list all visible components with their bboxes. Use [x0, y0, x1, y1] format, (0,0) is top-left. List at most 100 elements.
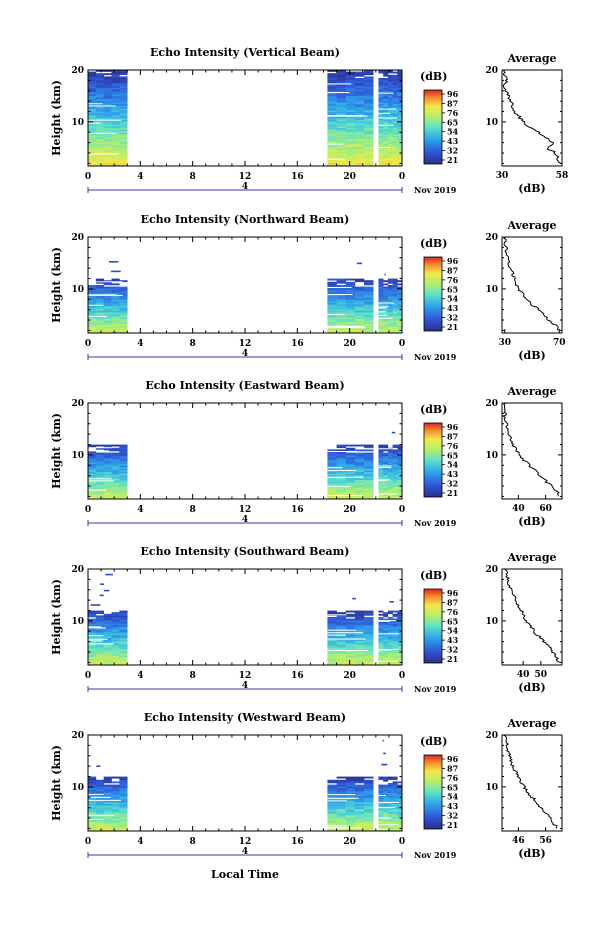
echo-cell: [336, 821, 347, 824]
echo-cell: [387, 325, 393, 327]
echo-cell: [354, 776, 365, 779]
echo-cell: [327, 140, 337, 143]
echo-cell: [364, 297, 374, 300]
echo-cell: [364, 124, 374, 127]
echo-cell: [103, 129, 112, 132]
echo-cell: [364, 142, 374, 144]
echo-cell: [392, 302, 398, 305]
echo-cell: [364, 625, 374, 627]
echo-cell: [336, 150, 347, 152]
echo-cell: [88, 86, 97, 88]
echo-cell: [383, 153, 389, 156]
echo-cell: [364, 137, 374, 140]
echo-cell: [392, 124, 398, 127]
echo-cell: [327, 452, 337, 455]
echo-cell: [392, 618, 398, 621]
echo-cell: [378, 795, 384, 798]
echo-cell: [354, 634, 365, 637]
echo-cell: [392, 281, 398, 284]
echo-cell: [88, 446, 97, 449]
echo-cell: [88, 663, 97, 666]
echo-cell: [95, 471, 104, 474]
echo-cell: [119, 642, 128, 645]
echo-cell: [354, 811, 365, 814]
echo-cell: [111, 317, 120, 319]
echo-cell: [378, 818, 384, 821]
echo-cell: [378, 280, 384, 283]
echo-cell: [392, 164, 398, 167]
x-tick-label: 20: [343, 837, 356, 847]
echo-cell: [345, 783, 356, 785]
echo-cell: [345, 447, 356, 450]
echo-cell: [387, 827, 393, 830]
echo-cell: [119, 95, 128, 98]
echo-cell: [119, 821, 128, 824]
echo-cell: [336, 470, 347, 473]
echo-cell: [336, 633, 347, 635]
echo-cell: [88, 633, 97, 635]
echo-cell: [327, 89, 337, 92]
echo-cell: [397, 460, 403, 463]
echo-cell: [336, 92, 347, 95]
echo-cell: [392, 781, 398, 784]
echo-cell: [327, 625, 337, 627]
echo-cell: [327, 823, 337, 825]
echo-cell: [111, 106, 120, 109]
echo-cell: [378, 657, 384, 659]
echo-cell: [336, 122, 347, 125]
echo-cell: [327, 124, 337, 127]
echo-cell: [327, 786, 337, 789]
echo-cell: [387, 122, 393, 125]
echo-cell: [392, 153, 398, 156]
echo-cell: [95, 106, 104, 109]
echo-cell: [354, 329, 365, 332]
echo-cell: [95, 826, 104, 829]
echo-cell: [111, 103, 120, 106]
echo-gap: [378, 306, 389, 308]
echo-cell: [95, 95, 104, 98]
day-marker: 4: [242, 182, 248, 192]
echo-cell: [345, 100, 356, 103]
y-tick-label: 10: [71, 617, 84, 627]
colorbar-unit: (dB): [420, 237, 447, 250]
echo-cell: [103, 304, 112, 307]
echo-cell: [88, 286, 97, 289]
echo-cell: [378, 150, 384, 152]
echo-cell: [345, 491, 356, 493]
echo-cell: [397, 645, 403, 648]
echo-cell: [345, 455, 356, 458]
echo-cell: [364, 799, 374, 801]
echo-cell: [103, 86, 112, 88]
echo-cell: [364, 126, 374, 128]
echo-cell: [336, 639, 347, 642]
echo-cell: [392, 280, 398, 283]
echo-cell: [378, 105, 384, 108]
echo-cell: [95, 159, 104, 162]
echo-cell: [95, 297, 104, 300]
echo-cell: [111, 452, 120, 455]
echo-cell: [354, 628, 365, 631]
echo-cell: [392, 446, 398, 449]
echo-cell: [383, 799, 389, 801]
echo-cell: [103, 807, 112, 809]
echo-cell: [88, 476, 97, 479]
echo-cell: [378, 451, 384, 453]
echo-cell: [364, 612, 374, 615]
y-axis-label: Height (km): [50, 579, 63, 655]
echo-cell: [103, 829, 112, 832]
echo-cell: [336, 657, 347, 659]
echo-cell: [111, 641, 120, 643]
echo-cell: [383, 497, 389, 500]
echo-cell: [397, 492, 403, 495]
echo-cell: [336, 612, 347, 615]
echo-cell: [387, 647, 393, 650]
echo-cell: [364, 821, 374, 824]
echo-cell: [119, 310, 128, 313]
echo-cell: [345, 132, 356, 135]
echo-cell: [327, 79, 337, 82]
echo-cell: [364, 457, 374, 460]
echo-cell: [383, 129, 389, 132]
echo-cell: [336, 452, 347, 455]
echo-cell: [103, 778, 112, 781]
echo-cell: [327, 122, 337, 125]
